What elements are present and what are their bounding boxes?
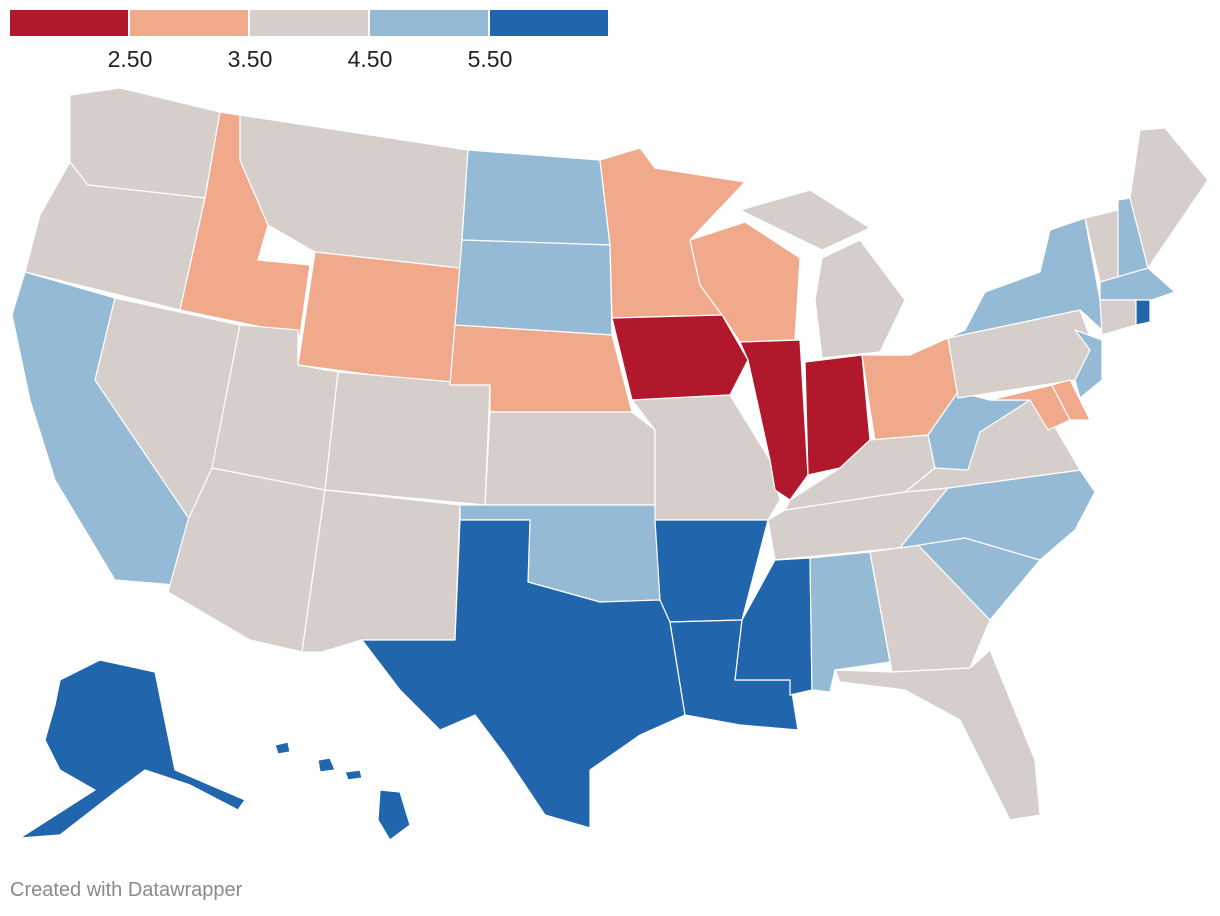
legend-swatch-3 [250, 10, 368, 36]
state-florida[interactable] [834, 649, 1041, 821]
legend-tick-3: 4.50 [347, 46, 393, 72]
legend-tick-4: 5.50 [467, 46, 513, 72]
state-new-mexico[interactable] [301, 489, 461, 653]
legend-swatch-5 [490, 10, 608, 36]
legend-tick-1: 2.50 [107, 46, 153, 72]
state-illinois[interactable] [739, 339, 809, 501]
state-colorado[interactable] [324, 371, 491, 506]
state-maine[interactable] [1129, 127, 1209, 269]
state-texas[interactable] [361, 519, 686, 829]
legend-swatch-2 [130, 10, 248, 36]
state-missouri[interactable] [631, 394, 781, 521]
state-north-dakota[interactable] [461, 149, 611, 246]
state-new-jersey[interactable] [1074, 329, 1103, 399]
state-hawaii[interactable] [274, 741, 411, 841]
us-choropleth-map [11, 87, 1209, 841]
state-alaska[interactable] [19, 659, 246, 839]
state-maryland[interactable] [989, 384, 1071, 431]
state-south-dakota[interactable] [454, 239, 613, 336]
legend-swatch-4 [370, 10, 488, 36]
legend-tick-2: 3.50 [227, 46, 273, 72]
state-montana[interactable] [239, 114, 469, 269]
state-new-york[interactable] [947, 217, 1103, 339]
state-wyoming[interactable] [297, 251, 461, 386]
color-legend: 2.50 3.50 4.50 5.50 [10, 10, 610, 72]
state-massachusetts[interactable] [1099, 267, 1176, 301]
state-north-carolina[interactable] [899, 469, 1096, 561]
state-washington[interactable] [69, 87, 221, 199]
legend-swatch-1 [10, 10, 128, 36]
state-rhode-island[interactable] [1135, 299, 1151, 326]
state-kansas[interactable] [484, 411, 656, 506]
state-delaware[interactable] [1051, 379, 1091, 421]
state-connecticut[interactable] [1099, 299, 1137, 336]
state-michigan[interactable] [739, 189, 906, 359]
state-iowa[interactable] [611, 314, 749, 401]
credit-text: Created with Datawrapper [10, 879, 243, 901]
